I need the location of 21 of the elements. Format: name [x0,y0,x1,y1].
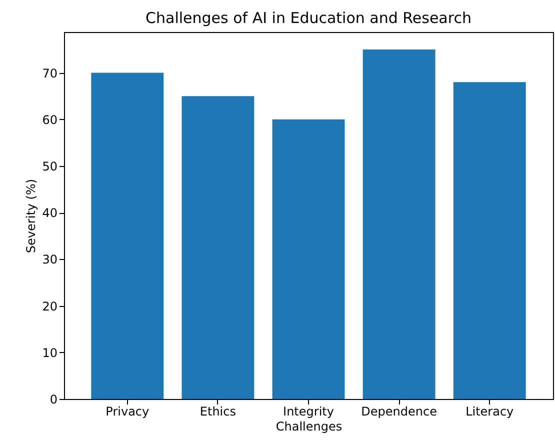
bar [182,96,254,399]
x-tick-label: Dependence [361,404,437,418]
chart-title: Challenges of AI in Education and Research [146,9,472,27]
y-tick-label: 30 [42,252,58,267]
bar [91,72,164,399]
bar [453,82,526,399]
x-tick-label: Privacy [106,404,150,418]
y-tick-label: 60 [42,112,58,127]
y-tick-label: 0 [50,392,58,406]
y-tick-label: 40 [42,206,58,220]
y-axis-title: Severity (%) [24,178,38,254]
bar [272,119,345,399]
x-tick-label: Integrity [283,404,334,418]
y-tick-label: 20 [42,299,58,314]
y-tick-label: 10 [42,346,58,360]
x-tick-label: Ethics [200,404,236,418]
x-tick-label: Literacy [466,404,514,418]
y-tick-label: 50 [42,159,58,174]
bar [362,49,436,399]
y-tick-label: 70 [42,66,58,80]
x-axis-title: Challenges [276,420,342,434]
